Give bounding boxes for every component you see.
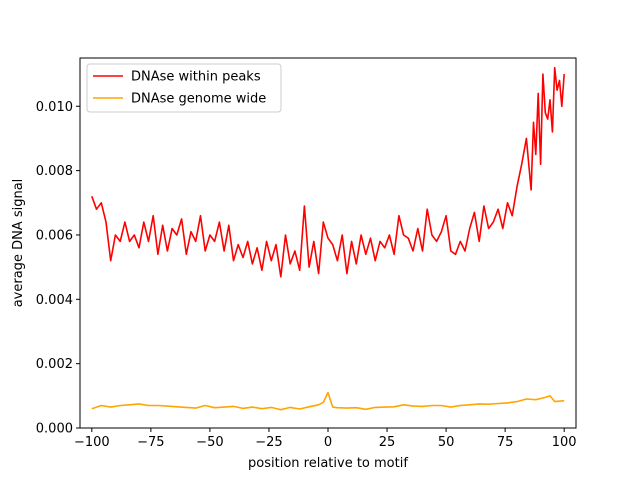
plot-lines xyxy=(91,66,565,411)
x-axis: −100 −75 −50 −25 0 25 50 75 100 xyxy=(74,428,577,450)
y-tick-label: 0.008 xyxy=(36,164,73,179)
y-axis: 0.000 0.002 0.004 0.006 0.008 0.010 xyxy=(36,100,80,437)
x-tick-label: −25 xyxy=(255,435,282,450)
x-tick-label: −100 xyxy=(74,435,110,450)
x-tick-label: 100 xyxy=(552,435,577,450)
series-line-1 xyxy=(91,391,565,411)
y-axis-label: average DNA signal xyxy=(11,179,26,308)
x-tick-label: 75 xyxy=(497,435,514,450)
legend-label-genome-wide: DNAse genome wide xyxy=(131,92,266,107)
legend: DNAse within peaks DNAse genome wide xyxy=(86,63,282,113)
x-tick-label: 25 xyxy=(379,435,396,450)
y-tick-label: 0.004 xyxy=(36,293,73,308)
x-tick-label: 0 xyxy=(324,435,332,450)
legend-box xyxy=(86,63,282,113)
plot-frame xyxy=(79,57,577,429)
y-tick-label: 0.000 xyxy=(36,422,73,437)
y-tick-label: 0.010 xyxy=(36,100,73,115)
x-axis-label: position relative to motif xyxy=(248,456,408,471)
y-tick-label: 0.002 xyxy=(36,357,73,372)
x-tick-label: −75 xyxy=(137,435,164,450)
legend-label-within-peaks: DNAse within peaks xyxy=(131,70,261,85)
series-line-0 xyxy=(91,66,565,278)
x-tick-label: 50 xyxy=(438,435,455,450)
y-tick-label: 0.006 xyxy=(36,228,73,243)
x-tick-label: −50 xyxy=(196,435,223,450)
